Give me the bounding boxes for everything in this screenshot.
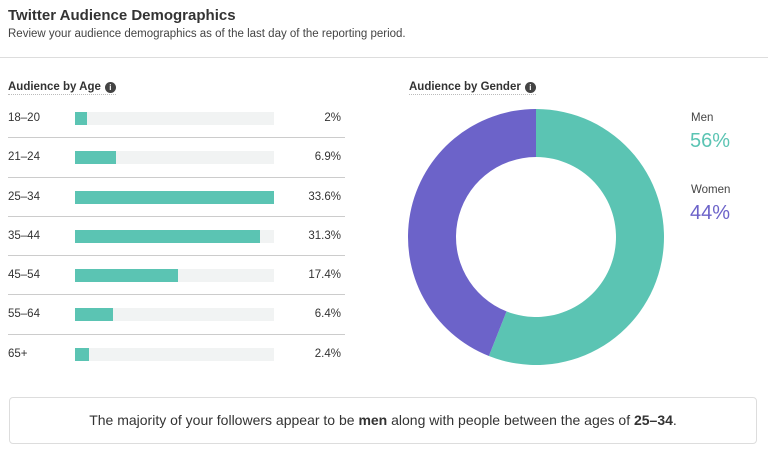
gender-section-title: Audience by Gender i xyxy=(409,81,536,95)
age-section-title: Audience by Age i xyxy=(8,81,116,95)
age-label: 55–64 xyxy=(8,308,40,321)
age-label: 45–54 xyxy=(8,269,40,282)
gender-donut-chart xyxy=(408,109,664,365)
age-value: 6.4% xyxy=(314,308,341,321)
summary-gender: men xyxy=(358,412,388,428)
donut-slice-women xyxy=(408,109,536,357)
info-icon[interactable]: i xyxy=(524,82,536,93)
age-bar xyxy=(75,190,274,204)
legend-women-label: Women xyxy=(691,184,731,196)
age-row: 65+ 2.4% xyxy=(8,335,345,374)
age-row: 35–44 31.3% xyxy=(8,217,345,257)
age-row: 55–64 6.4% xyxy=(8,295,345,335)
age-row: 21–24 6.9% xyxy=(8,138,345,178)
gender-title-text: Audience by Gender xyxy=(409,81,521,93)
bar-track xyxy=(75,269,274,283)
page-subtitle: Review your audience demographics as of … xyxy=(8,28,406,40)
age-row: 25–34 33.6% xyxy=(8,178,345,217)
age-bar xyxy=(75,308,113,322)
legend-women-value: 44% xyxy=(690,202,731,224)
age-bar xyxy=(75,269,179,283)
age-bar xyxy=(75,347,90,361)
legend-men-label: Men xyxy=(691,112,714,124)
age-label: 25–34 xyxy=(8,190,40,203)
age-label: 18–20 xyxy=(8,112,40,124)
bar-track xyxy=(75,308,274,322)
age-bar-chart: 18–20 2% 21–24 6.9% 25–34 33.6% 35–44 31.3%… xyxy=(8,99,345,374)
age-label: 21–24 xyxy=(8,151,40,164)
divider xyxy=(0,57,768,58)
age-title-text: Audience by Age xyxy=(8,81,101,93)
summary-text: . xyxy=(672,412,677,428)
donut-slice-men xyxy=(488,109,664,365)
age-value: 6.9% xyxy=(314,151,341,164)
age-bar xyxy=(75,112,87,125)
bar-track xyxy=(75,151,274,165)
age-row: 18–20 2% xyxy=(8,99,345,139)
age-bar xyxy=(75,151,116,165)
page-title: Twitter Audience Demographics xyxy=(8,7,236,24)
bar-track xyxy=(75,347,274,361)
bar-track xyxy=(75,229,274,243)
age-value: 2.4% xyxy=(314,347,341,360)
bar-track xyxy=(75,112,274,125)
summary-box: The majority of your followers appear to… xyxy=(9,397,757,444)
age-label: 35–44 xyxy=(8,229,40,242)
summary-text: The majority of your followers appear to… xyxy=(89,412,359,428)
summary-age: 25–34 xyxy=(633,412,673,428)
age-value: 2% xyxy=(324,112,341,124)
age-value: 33.6% xyxy=(308,190,341,203)
legend-men-value: 56% xyxy=(690,130,731,152)
info-icon[interactable]: i xyxy=(104,82,116,93)
age-row: 45–54 17.4% xyxy=(8,256,345,296)
bar-track xyxy=(75,190,274,204)
age-bar xyxy=(75,229,261,243)
summary-text: along with people between the ages of xyxy=(387,412,634,428)
age-label: 65+ xyxy=(8,347,28,360)
age-value: 17.4% xyxy=(308,269,341,282)
age-value: 31.3% xyxy=(308,229,341,242)
